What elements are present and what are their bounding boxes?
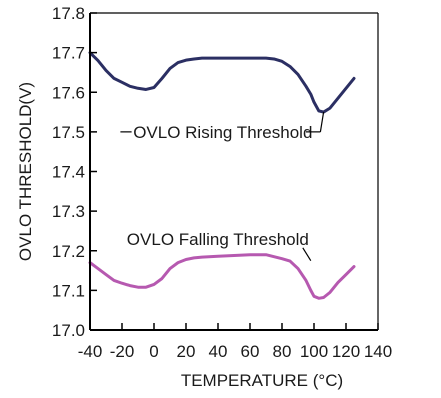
- x-tick-label: 20: [177, 342, 196, 361]
- x-tick-label: -20: [110, 342, 135, 361]
- axis-labels: TEMPERATURE (°C) OVLO THRESHOLD(V): [16, 82, 343, 390]
- x-tick-label: 120: [332, 342, 360, 361]
- series-annotations: OVLO Rising Threshold OVLO Falling Thresh…: [120, 111, 325, 261]
- y-tick-label: 17.3: [52, 202, 85, 221]
- x-tick-label: 80: [273, 342, 292, 361]
- x-tick-label: -40: [78, 342, 103, 361]
- series-lines: [88, 51, 356, 300]
- x-tick-label: 140: [364, 342, 392, 361]
- y-tick-label: 17.8: [52, 4, 85, 23]
- x-tick-label: 60: [241, 342, 260, 361]
- y-tick-label: 17.5: [52, 123, 85, 142]
- x-tick-label: 100: [300, 342, 328, 361]
- annotation-rising-pointer: [319, 111, 325, 132]
- y-tick-label: 17.1: [52, 281, 85, 300]
- annotation-falling: OVLO Falling Threshold: [127, 230, 309, 249]
- y-tick-label: 17.6: [52, 83, 85, 102]
- series-line-falling: [88, 253, 356, 300]
- y-tick-label: 17.2: [52, 242, 85, 261]
- annotation-falling-pointer: [302, 247, 312, 261]
- axis-ticks: 17.0 17.1 17.2 17.3 17.4 17.5 17.6 17.7 17.8 -40-…: [52, 4, 392, 361]
- y-tick-label: 17.4: [52, 163, 85, 182]
- y-axis-title: OVLO THRESHOLD(V): [16, 82, 35, 261]
- y-tick-label: 17.7: [52, 44, 85, 63]
- y-tick-label: 17.0: [52, 321, 85, 340]
- x-tick-label: 40: [209, 342, 228, 361]
- plot-frame: [89, 12, 379, 331]
- series-line-rising: [88, 51, 356, 114]
- x-tick-label: 0: [149, 342, 158, 361]
- x-axis-title: TEMPERATURE (°C): [181, 371, 343, 390]
- annotation-rising: OVLO Rising Threshold: [133, 123, 312, 142]
